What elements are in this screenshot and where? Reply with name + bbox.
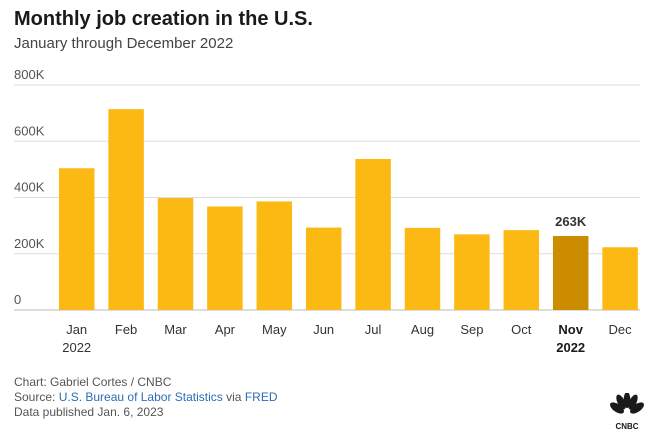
x-tick-label: Apr (215, 322, 236, 337)
y-tick-label: 0 (14, 292, 21, 307)
source-prefix: Source: (14, 390, 56, 404)
logo-text: CNBC (615, 422, 638, 431)
y-tick-label: 400K (14, 180, 45, 195)
bar-may (256, 201, 293, 310)
x-tick-label: Feb (115, 322, 137, 337)
bar-chart: 0 200K 400K 600K 800K Jan 2022 Feb Mar Apr May Jun J… (14, 67, 640, 355)
bar-jun (305, 227, 342, 310)
x-tick-label: Jun (313, 322, 334, 337)
x-tick-label: Oct (511, 322, 532, 337)
chart-title: Monthly job creation in the U.S. (14, 8, 313, 30)
cnbc-peacock-icon: CNBC (610, 393, 644, 431)
y-tick-label: 600K (14, 123, 45, 138)
data-label: 263K (555, 214, 587, 229)
y-tick-label: 800K (14, 67, 45, 82)
bar-jan (58, 168, 95, 310)
source-link-fred[interactable]: FRED (244, 390, 278, 404)
bar-sep (454, 234, 490, 310)
bar-feb (108, 109, 144, 310)
bar-nov (552, 236, 589, 310)
x-tick-label: Aug (411, 322, 434, 337)
credit-line: Chart: Gabriel Cortes / CNBC (14, 375, 172, 389)
bar-dec (602, 247, 638, 310)
x-tick-label: Jan (66, 322, 87, 337)
x-tick-sublabel: 2022 (556, 340, 585, 355)
chart-footer: Chart: Gabriel Cortes / CNBC Source: U.S… (14, 375, 278, 420)
source-via: via (226, 390, 242, 404)
x-tick-label: Nov (558, 322, 583, 337)
x-tick-label: Mar (164, 322, 187, 337)
bar-aug (404, 227, 441, 310)
bar-apr (207, 206, 243, 310)
source-line: Source: U.S. Bureau of Labor Statistics … (14, 390, 278, 405)
x-tick-sublabel: 2022 (62, 340, 91, 355)
source-link-bls[interactable]: U.S. Bureau of Labor Statistics (58, 390, 223, 404)
bar-jul (355, 158, 391, 310)
published-line: Data published Jan. 6, 2023 (14, 405, 164, 419)
bar-oct (503, 230, 540, 310)
x-tick-label: May (262, 322, 287, 337)
chart-subtitle: January through December 2022 (14, 35, 234, 52)
x-tick-label: Dec (609, 322, 633, 337)
y-tick-label: 200K (14, 236, 45, 251)
x-tick-label: Sep (460, 322, 483, 337)
x-tick-label: Jul (365, 322, 382, 337)
bar-mar (157, 198, 194, 310)
